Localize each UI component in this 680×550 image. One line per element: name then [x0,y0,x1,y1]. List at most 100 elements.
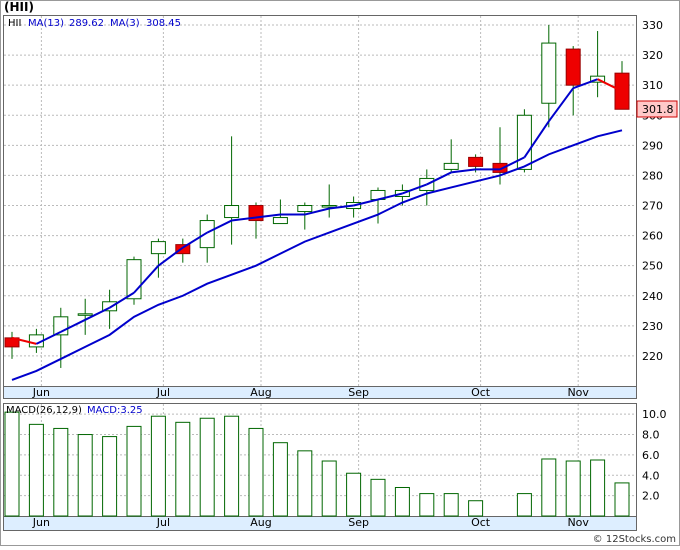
macd-bar [419,493,435,517]
candle-body-up [77,313,93,316]
price-tick-label: 330 [642,19,663,32]
last-price-tag [636,100,678,118]
macd-bar [370,478,386,517]
macd-bar [297,450,313,517]
macd-bar [199,417,215,517]
candle-body-up [297,205,313,213]
candles [4,25,630,368]
macd-bar [516,493,532,517]
macd-bar [224,415,240,517]
price-tick-label: 230 [642,320,663,333]
macd-legend-label: MACD(26,12,9) [6,405,82,416]
candle-body-up [541,42,557,104]
month-tick-label: Aug [250,386,271,399]
macd-tick-label: 2.0 [642,490,660,503]
macd-bar [175,421,191,517]
macd-bar [248,427,264,517]
month-tick-label: Aug [250,516,271,529]
ma3-segment [597,78,623,93]
ma3-segment [523,120,550,158]
legend-ma3-value: 308.45 [146,18,181,29]
macd-tick-label: 6.0 [642,449,660,462]
price-tick-label: 290 [642,139,663,152]
legend-ma13-value: 289.62 [69,18,104,29]
ma3-segment [377,192,403,201]
macd-bar [565,460,581,517]
legend-symbol: HII [8,18,21,29]
macd-bar [272,442,288,517]
macd-bar [28,423,44,517]
candle-body-down [175,244,191,255]
ma3-segment [402,183,428,195]
month-tick-label: Oct [471,516,491,529]
candle-body-down [468,156,484,167]
ma3-segment [60,318,86,333]
ma13-line [11,129,623,381]
price-tick-label: 220 [642,350,663,363]
ma3-segment [11,336,37,345]
ma3-segment [572,78,598,90]
ma3-segment [547,87,575,122]
macd-bar [77,434,93,517]
price-tick-label: 320 [642,49,663,62]
chart-title: (HII) [4,0,34,14]
price-tick-label: 250 [642,260,663,273]
watermark: © 12Stocks.com [593,534,676,545]
price-tick-label: 240 [642,290,663,303]
macd-bar [394,486,410,517]
candle-body-up [272,217,288,225]
ma3-segment [499,156,525,171]
macd-bars [4,411,630,517]
macd-bar [614,482,630,517]
axis-labels: 2202302402502602702802903003103203302.04… [32,19,667,529]
macd-x-axis-strip [3,516,637,531]
price-x-axis-strip [3,386,637,399]
macd-bar [102,436,118,517]
candle-body-up [443,162,459,170]
ma3-segment [182,231,208,249]
macd-bar [321,460,337,517]
candle-body-up [102,301,118,312]
month-tick-label: Jun [32,386,50,399]
ma3-segment [353,198,379,207]
candle-body-down [565,48,581,86]
macd-legend-value: MACD:3.25 [87,405,143,416]
last-price-label: 301.8 [642,103,674,116]
ma3-segment [206,219,233,234]
price-tick-label: 310 [642,79,663,92]
month-tick-label: Jul [156,386,170,399]
ma3-segment [133,265,160,294]
ma3-segment [255,213,281,219]
candle-body-up [516,114,532,170]
ma3-segment [157,246,184,267]
macd-bar [443,493,459,517]
ma3-segment [451,168,476,174]
month-tick-label: Sep [348,516,369,529]
price-tick-label: 270 [642,200,663,213]
macd-bar [150,415,166,517]
ma3-segment [426,171,452,186]
candle-body-up [224,205,240,219]
ma3-segment [304,207,330,216]
ma3-segment [109,291,135,309]
candle-body-down [492,162,508,173]
candle-body-up [150,241,166,255]
month-tick-label: Oct [471,386,491,399]
price-tick-label: 260 [642,230,663,243]
ma3-segment [84,306,111,321]
macd-tick-label: 8.0 [642,429,660,442]
month-tick-label: Sep [348,386,369,399]
legend-ma3-label: MA(3) [110,18,140,29]
macd-bar [590,459,606,517]
ma3-segment [329,204,354,210]
legend-ma13-label: MA(13) [28,18,64,29]
candle-body-up [321,205,337,208]
macd-tick-label: 10.0 [642,408,667,421]
macd-bar [53,427,69,517]
month-tick-label: Jul [156,516,170,529]
moving-average-lines [11,78,623,381]
ma3-segment [35,330,62,345]
ma3-segment [231,216,257,222]
macd-bar [126,425,142,517]
